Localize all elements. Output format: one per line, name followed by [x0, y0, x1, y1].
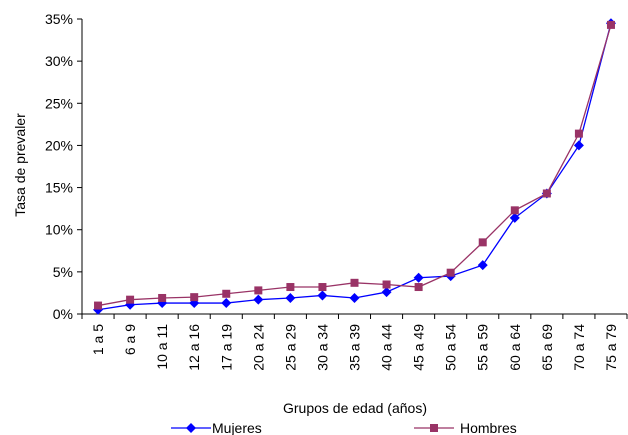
legend-marker-mujeres — [186, 423, 196, 433]
data-point-hombres — [350, 278, 359, 287]
x-tick-label: 45 a 49 — [411, 324, 427, 371]
data-point-mujeres — [285, 292, 296, 303]
x-tick-label: 65 a 69 — [539, 324, 555, 371]
y-tick-label: 25% — [45, 95, 73, 111]
x-tick-label: 40 a 44 — [379, 324, 395, 371]
data-point-hombres — [414, 283, 423, 292]
y-tick-label: 20% — [45, 137, 73, 153]
y-tick-label: 5% — [53, 264, 73, 280]
data-point-hombres — [542, 189, 551, 198]
x-tick-label: 35 a 39 — [347, 324, 363, 371]
data-point-mujeres — [413, 272, 424, 283]
data-point-mujeres — [349, 292, 360, 303]
data-point-mujeres — [573, 140, 584, 151]
x-tick-label: 17 a 19 — [218, 324, 234, 371]
data-point-hombres — [190, 293, 199, 302]
data-point-hombres — [94, 301, 103, 310]
data-point-hombres — [318, 283, 327, 292]
data-point-hombres — [126, 295, 135, 304]
series-layer — [93, 18, 616, 315]
x-tick-label: 75 a 79 — [603, 324, 619, 371]
data-point-hombres — [446, 268, 455, 277]
data-point-mujeres — [477, 260, 488, 271]
data-point-mujeres — [381, 287, 392, 298]
data-point-hombres — [478, 238, 487, 247]
data-point-mujeres — [253, 294, 264, 305]
x-axis-ticks: 1 a 5 6 a 9 10 a 11 12 a 16 17 a 19 20 a 24 25… — [81, 314, 628, 371]
y-axis-ticks: 0% 5% 10% 15% 20% 25% 30% 35% — [45, 11, 82, 322]
data-point-hombres — [286, 283, 295, 292]
y-tick-label: 10% — [45, 222, 73, 238]
legend-label-mujeres: Mujeres — [212, 420, 262, 435]
x-tick-label: 30 a 34 — [314, 324, 330, 371]
y-tick-label: 15% — [45, 180, 73, 196]
x-tick-label: 70 a 74 — [571, 324, 587, 371]
legend-marker-hombres — [430, 424, 438, 432]
data-point-hombres — [574, 129, 583, 138]
y-tick-label: 35% — [45, 11, 73, 27]
y-tick-label: 0% — [53, 306, 73, 322]
legend: Mujeres Hombres — [171, 420, 517, 435]
data-point-mujeres — [317, 290, 328, 301]
data-point-hombres — [510, 206, 519, 215]
legend-label-hombres: Hombres — [460, 420, 517, 435]
data-point-hombres — [254, 286, 263, 295]
x-tick-label: 12 a 16 — [186, 324, 202, 371]
data-point-mujeres — [509, 212, 520, 223]
data-point-hombres — [606, 20, 615, 29]
data-point-hombres — [382, 280, 391, 289]
x-tick-label: 50 a 54 — [443, 324, 459, 371]
x-tick-label: 60 a 64 — [507, 324, 523, 371]
x-tick-label: 6 a 9 — [122, 324, 138, 355]
x-tick-label: 25 a 29 — [282, 324, 298, 371]
x-tick-label: 55 a 59 — [475, 324, 491, 371]
y-axis-title: Tasa de prevaler — [12, 113, 28, 217]
x-axis-title: Grupos de edad (años) — [283, 400, 427, 416]
data-point-hombres — [222, 289, 231, 298]
x-tick-label: 1 a 5 — [90, 324, 106, 355]
x-tick-label: 20 a 24 — [250, 324, 266, 371]
data-point-mujeres — [221, 298, 232, 309]
x-tick-label: 10 a 11 — [154, 324, 170, 370]
data-point-hombres — [158, 293, 167, 302]
y-tick-label: 30% — [45, 53, 73, 69]
